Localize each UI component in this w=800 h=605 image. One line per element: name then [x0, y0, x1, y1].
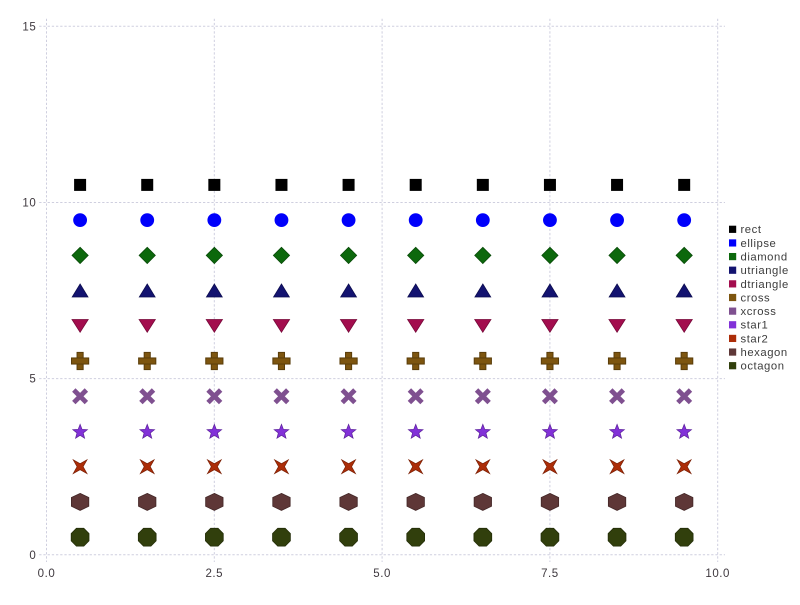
svg-text:utriangle: utriangle — [741, 265, 789, 277]
svg-text:10.0: 10.0 — [705, 568, 730, 580]
svg-text:rect: rect — [741, 224, 762, 236]
svg-text:xcross: xcross — [741, 306, 777, 318]
svg-text:star1: star1 — [741, 320, 769, 332]
svg-text:octagon: octagon — [741, 361, 785, 373]
svg-text:0: 0 — [29, 550, 36, 562]
svg-text:diamond: diamond — [741, 251, 788, 263]
svg-text:5.0: 5.0 — [373, 568, 391, 580]
svg-text:7.5: 7.5 — [541, 568, 559, 580]
svg-text:15: 15 — [22, 21, 36, 33]
svg-text:10: 10 — [22, 198, 36, 210]
svg-text:star2: star2 — [741, 333, 769, 345]
svg-text:2.5: 2.5 — [205, 568, 223, 580]
svg-text:ellipse: ellipse — [741, 238, 777, 250]
svg-text:0.0: 0.0 — [38, 568, 56, 580]
svg-text:hexagon: hexagon — [741, 347, 788, 359]
svg-text:5: 5 — [29, 374, 36, 386]
svg-text:dtriangle: dtriangle — [741, 279, 789, 291]
svg-text:cross: cross — [741, 292, 771, 304]
